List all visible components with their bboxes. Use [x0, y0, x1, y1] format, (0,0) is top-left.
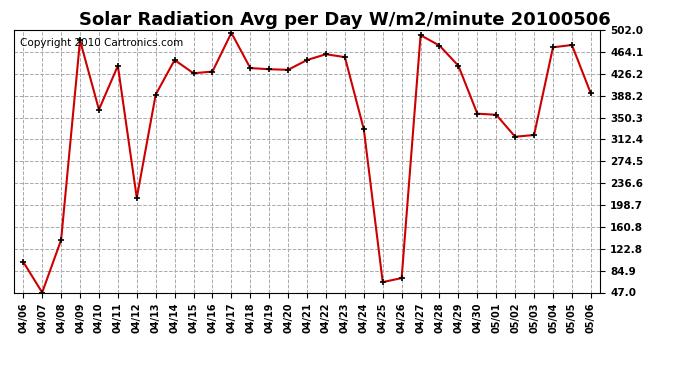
Text: Copyright 2010 Cartronics.com: Copyright 2010 Cartronics.com	[19, 38, 183, 48]
Text: Solar Radiation Avg per Day W/m2/minute 20100506: Solar Radiation Avg per Day W/m2/minute …	[79, 11, 611, 29]
